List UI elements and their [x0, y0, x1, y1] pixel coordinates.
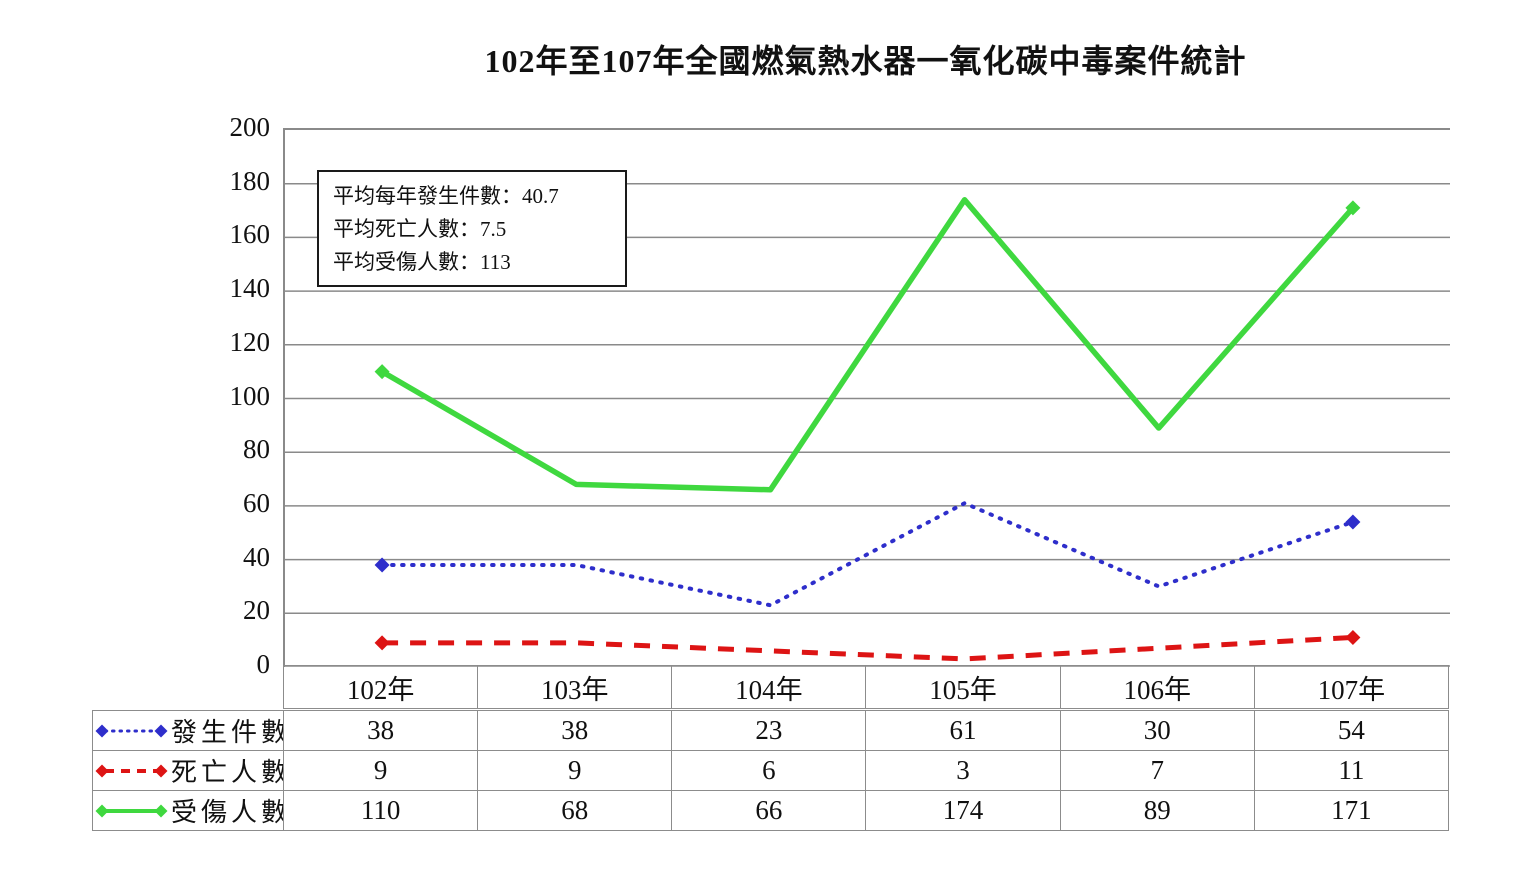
table-cell: 7 [1059, 750, 1255, 791]
table-cell: 38 [477, 710, 673, 751]
y-tick-label: 100 [229, 380, 271, 411]
y-tick-label: 80 [243, 434, 270, 465]
table-cell: 9 [282, 750, 479, 791]
table-cell: 9 [477, 750, 673, 791]
table-row-deaths: 死亡人數 9 9 6 3 7 11 [92, 750, 1450, 791]
table-cell: 61 [865, 710, 1061, 751]
table-cell: 38 [282, 710, 479, 751]
y-tick-label: 180 [229, 165, 271, 196]
y-tick-label: 0 [256, 649, 271, 679]
legend-label-deaths: 死亡人數 [171, 758, 284, 787]
table-cell: 54 [1253, 710, 1450, 751]
legend-cell-injuries: 受傷人數 [92, 790, 284, 831]
avg-deaths-text: 平均死亡人數：7.5 [333, 217, 507, 241]
legend-label-injuries: 受傷人數 [171, 798, 284, 827]
average-stats-box: 平均每年發生件數：40.7 平均死亡人數：7.5 平均受傷人數：113 [317, 170, 627, 287]
injuries-line-legend-icon [95, 802, 169, 820]
year-header-cell: 105年 [865, 665, 1061, 709]
table-cell: 174 [865, 790, 1061, 831]
chart-title: 102年至107年全國燃氣熱水器一氧化碳中毒案件統計 [484, 43, 1247, 79]
legend-label-occurrences: 發生件數 [171, 718, 284, 747]
legend-cell-deaths: 死亡人數 [92, 750, 284, 791]
table-cell: 6 [671, 750, 867, 791]
plot-area: 平均每年發生件數：40.7 平均死亡人數：7.5 平均受傷人數：113 [283, 128, 1450, 667]
y-tick-label: 60 [243, 487, 270, 518]
year-header-cell: 107年 [1253, 665, 1450, 709]
table-row-occurrences: 發生件數 38 38 23 61 30 54 [92, 710, 1450, 751]
avg-occurrences-text: 平均每年發生件數：40.7 [333, 184, 559, 208]
y-tick-label: 40 [243, 541, 270, 572]
table-cell: 3 [865, 750, 1061, 791]
y-tick-label: 160 [229, 219, 271, 250]
y-tick-label: 20 [243, 595, 270, 626]
year-header-cell: 102年 [282, 665, 479, 709]
occurrences-line-legend-icon [95, 722, 169, 740]
legend-cell-occurrences: 發生件數 [92, 710, 284, 751]
year-header-row: 102年 103年 104年 105年 106年 107年 [282, 665, 1450, 709]
year-header-cell: 104年 [671, 665, 867, 709]
table-cell: 11 [1253, 750, 1450, 791]
year-header-cell: 103年 [477, 665, 673, 709]
avg-injuries-text: 平均受傷人數：113 [333, 250, 511, 274]
table-cell: 68 [477, 790, 673, 831]
year-header-cell: 106年 [1059, 665, 1255, 709]
table-cell: 66 [671, 790, 867, 831]
table-cell: 23 [671, 710, 867, 751]
data-table: 發生件數 38 38 23 61 30 54 死亡人數 9 9 6 3 7 11 [92, 710, 1450, 831]
table-cell: 30 [1059, 710, 1255, 751]
y-tick-label: 120 [229, 326, 271, 357]
y-tick-label: 140 [229, 273, 271, 304]
table-row-injuries: 受傷人數 110 68 66 174 89 171 [92, 790, 1450, 831]
table-cell: 110 [282, 790, 479, 831]
deaths-line-legend-icon [95, 762, 169, 780]
table-cell: 89 [1059, 790, 1255, 831]
y-tick-label: 200 [229, 112, 271, 142]
table-cell: 171 [1253, 790, 1450, 831]
